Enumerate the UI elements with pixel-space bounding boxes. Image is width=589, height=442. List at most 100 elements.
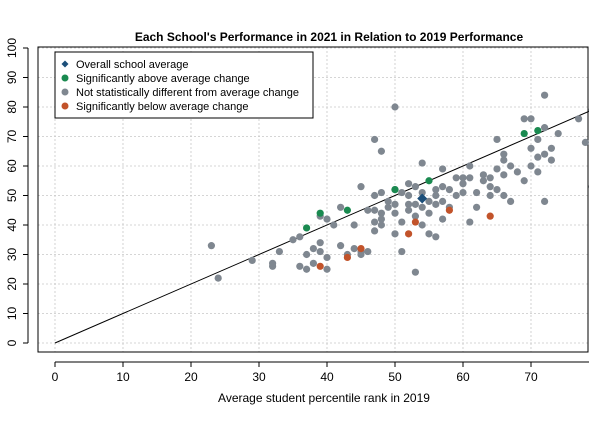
not-statistically-different-from-average-change-point	[554, 129, 562, 138]
not-statistically-different-from-average-change-point	[527, 115, 535, 123]
not-statistically-different-from-average-change-point	[391, 209, 399, 217]
not-statistically-different-from-average-change-point	[500, 191, 508, 200]
significantly-below-average-change-point	[411, 218, 419, 226]
not-statistically-different-from-average-change-point	[377, 147, 385, 155]
points-layer	[207, 91, 589, 282]
not-statistically-different-from-average-change-point	[364, 206, 372, 214]
y-tick-label: 100	[5, 38, 19, 58]
not-statistically-different-from-average-change-point	[527, 162, 535, 170]
not-statistically-different-from-average-change-point	[418, 203, 426, 211]
not-statistically-different-from-average-change-point	[371, 218, 379, 226]
significantly-below-average-change-point	[486, 212, 494, 220]
not-statistically-different-from-average-change-point	[391, 103, 399, 111]
not-statistically-different-from-average-change-point	[364, 247, 372, 256]
not-statistically-different-from-average-change-point	[323, 253, 331, 262]
not-statistically-different-from-average-change-point	[405, 180, 413, 188]
not-statistically-different-from-average-change-point	[541, 197, 549, 205]
not-statistically-different-from-average-change-point	[439, 183, 447, 191]
not-statistically-different-from-average-change-point	[377, 209, 385, 217]
not-statistically-different-from-average-change-point	[439, 197, 447, 205]
not-statistically-different-from-average-change-point	[500, 171, 508, 179]
not-statistically-different-from-average-change-point	[541, 150, 549, 158]
y-tick-label: 0	[5, 339, 19, 346]
y-tick-label: 50	[5, 189, 19, 203]
x-axis-label: Average student percentile rank in 2019	[218, 391, 430, 405]
not-statistically-different-from-average-change-point	[303, 250, 311, 259]
plot-frame	[37, 46, 589, 353]
not-statistically-different-from-average-change-point	[371, 191, 379, 200]
not-statistically-different-from-average-change-point	[459, 188, 467, 197]
legend: Overall school average Significantly abov…	[54, 51, 314, 119]
y-tick-label: 60	[5, 159, 19, 173]
not-statistically-different-from-average-change-point	[275, 247, 283, 256]
not-statistically-different-from-average-change-point	[547, 156, 556, 164]
not-statistically-different-from-average-change-point	[459, 174, 467, 182]
not-statistically-different-from-average-change-point	[541, 91, 549, 99]
significantly-above-average-change-point	[343, 206, 351, 214]
not-statistically-different-from-average-change-point	[493, 186, 501, 194]
not-statistically-different-from-average-change-point	[391, 200, 399, 208]
legend-swatch	[61, 60, 69, 68]
not-statistically-different-from-average-change-point	[207, 242, 215, 250]
y-tick-label: 30	[5, 248, 19, 262]
not-statistically-different-from-average-change-point	[432, 233, 440, 241]
not-statistically-different-from-average-change-point	[479, 171, 487, 179]
not-statistically-different-from-average-change-point	[425, 197, 433, 205]
not-statistically-different-from-average-change-point	[411, 268, 419, 276]
not-statistically-different-from-average-change-point	[473, 203, 481, 211]
not-statistically-different-from-average-change-point	[486, 174, 494, 182]
not-statistically-different-from-average-change-point	[384, 197, 392, 205]
not-statistically-different-from-average-change-point	[405, 191, 413, 200]
y-tick-label: 10	[5, 307, 19, 321]
not-statistically-different-from-average-change-point	[575, 115, 583, 123]
legend-box	[54, 51, 314, 119]
significantly-below-average-change-point	[445, 206, 453, 214]
y-tick-label: 80	[5, 100, 19, 114]
not-statistically-different-from-average-change-point	[371, 227, 379, 235]
not-statistically-different-from-average-change-point	[452, 174, 460, 182]
y-tick-label: 90	[5, 71, 19, 85]
x-tick-label: 40	[320, 370, 334, 384]
not-statistically-different-from-average-change-point	[513, 168, 522, 176]
significantly-below-average-change-point	[357, 245, 365, 253]
not-statistically-different-from-average-change-point	[445, 186, 453, 194]
not-statistically-different-from-average-change-point	[350, 221, 358, 229]
not-statistically-different-from-average-change-point	[479, 177, 487, 185]
not-statistically-different-from-average-change-point	[541, 124, 549, 132]
y-tick-label: 20	[5, 277, 19, 291]
not-statistically-different-from-average-change-point	[459, 180, 467, 188]
not-statistically-different-from-average-change-point	[350, 245, 358, 253]
not-statistically-different-from-average-change-point	[357, 183, 365, 191]
chart-title: Each School's Performance in 2021 in Rel…	[135, 30, 524, 44]
not-statistically-different-from-average-change-point	[418, 221, 426, 229]
not-statistically-different-from-average-change-point	[391, 230, 399, 238]
not-statistically-different-from-average-change-point	[269, 262, 277, 270]
significantly-above-average-change-point	[425, 177, 433, 185]
legend-swatch	[61, 88, 69, 96]
not-statistically-different-from-average-change-point	[411, 200, 419, 208]
not-statistically-different-from-average-change-point	[296, 233, 304, 241]
overall-school-average-point	[417, 193, 428, 204]
x-tick-label: 70	[524, 370, 538, 384]
legend-entry: Overall school average	[76, 59, 189, 71]
not-statistically-different-from-average-change-point	[547, 144, 556, 152]
not-statistically-different-from-average-change-point	[466, 218, 474, 226]
not-statistically-different-from-average-change-point	[377, 188, 385, 197]
x-tick-label: 30	[252, 370, 266, 384]
not-statistically-different-from-average-change-point	[296, 262, 304, 270]
not-statistically-different-from-average-change-point	[486, 191, 494, 200]
significantly-below-average-change-point	[343, 253, 351, 262]
not-statistically-different-from-average-change-point	[581, 138, 589, 146]
significantly-above-average-change-point	[303, 224, 311, 232]
not-statistically-different-from-average-change-point	[418, 159, 426, 167]
not-statistically-different-from-average-change-point	[337, 242, 345, 250]
not-statistically-different-from-average-change-point	[357, 250, 365, 259]
not-statistically-different-from-average-change-point	[289, 236, 297, 244]
not-statistically-different-from-average-change-point	[432, 186, 440, 194]
significantly-below-average-change-point	[405, 230, 413, 238]
not-statistically-different-from-average-change-point	[507, 197, 515, 205]
not-statistically-different-from-average-change-point	[316, 247, 324, 256]
not-statistically-different-from-average-change-point	[486, 183, 494, 191]
x-tick-label: 20	[184, 370, 198, 384]
